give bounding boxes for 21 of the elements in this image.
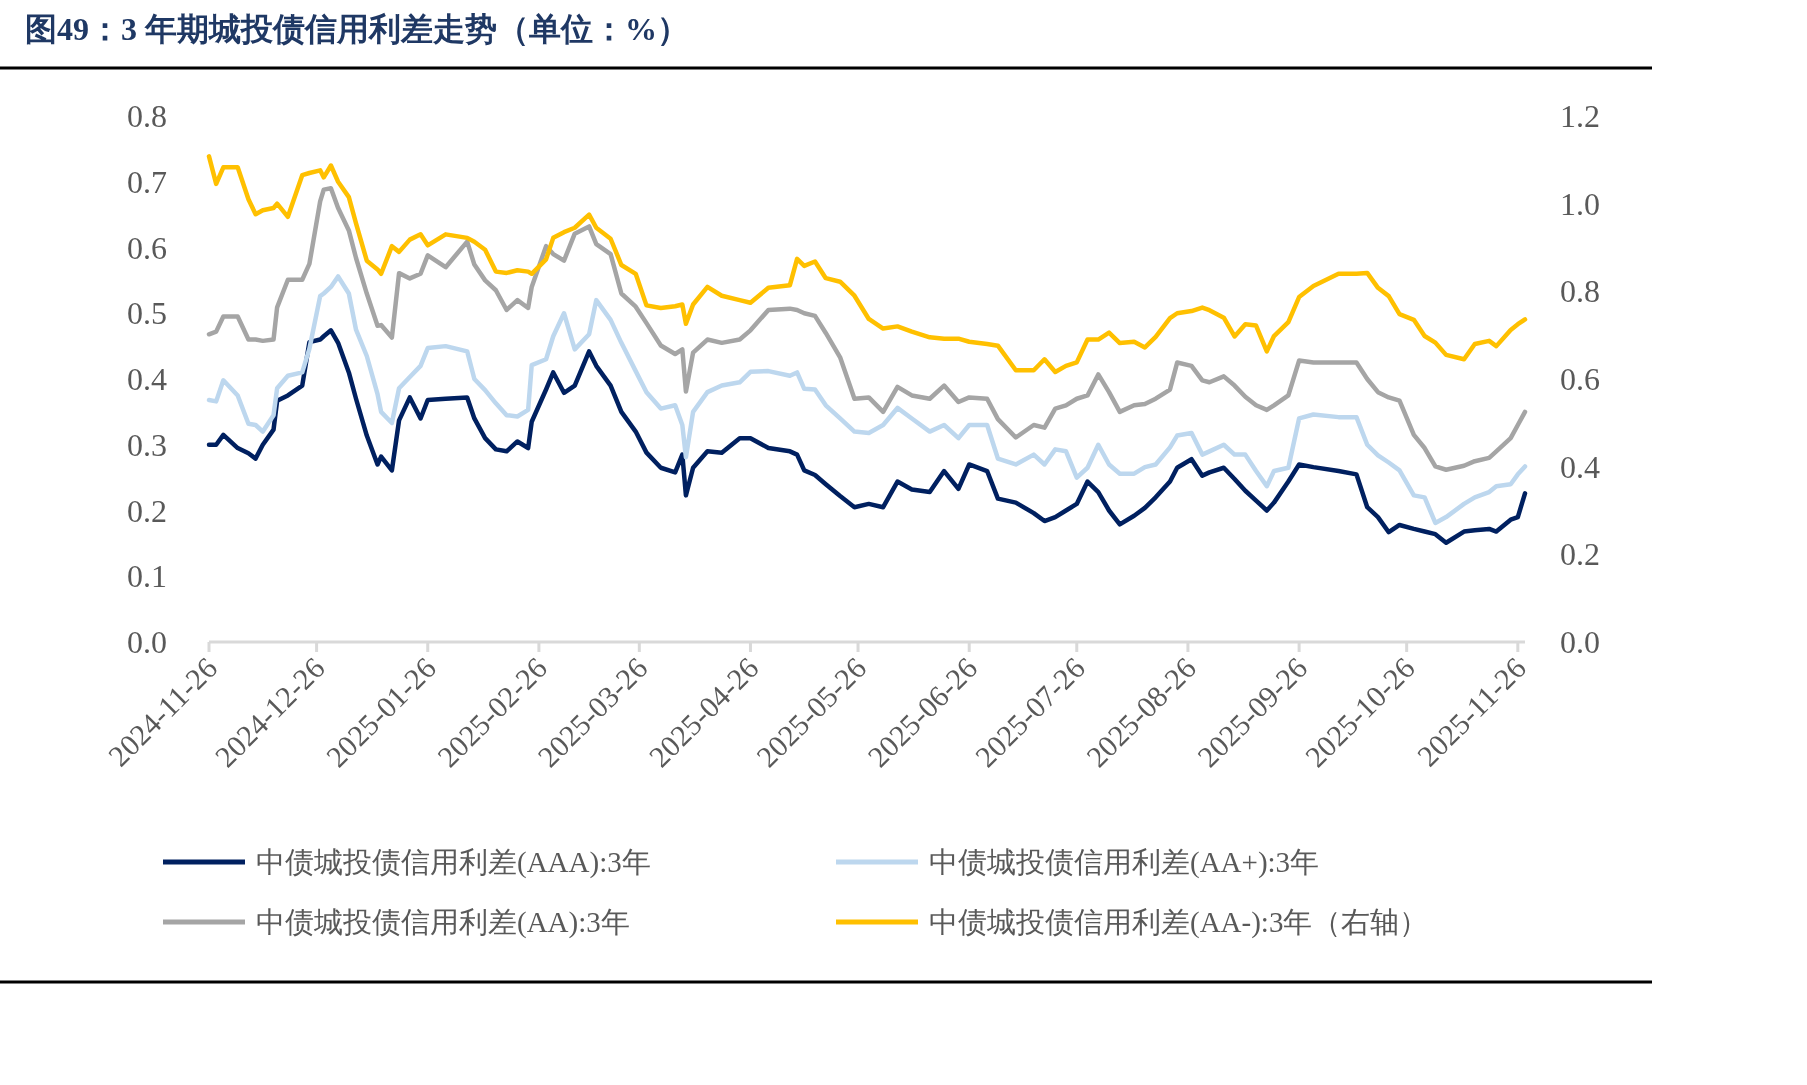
y-tick-label: 0.3 (127, 426, 167, 463)
y2-tick-label: 0.2 (1560, 536, 1600, 573)
legend-label: 中债城投债信用利差(AA):3年 (256, 906, 630, 939)
y2-tick-label: 1.2 (1560, 98, 1600, 134)
y-tick-label: 0.6 (127, 229, 167, 266)
y2-tick-label: 0.0 (1560, 624, 1600, 660)
y-tick-label: 0.7 (127, 163, 167, 200)
legend-label: 中债城投债信用利差(AA-):3年（右轴） (929, 906, 1429, 939)
y2-tick-label: 0.6 (1560, 361, 1600, 397)
y2-tick-label: 0.4 (1560, 448, 1600, 485)
y-tick-label: 0.2 (127, 492, 167, 529)
legend-label: 中债城投债信用利差(AA+):3年 (929, 846, 1320, 879)
y-tick-label: 0.5 (127, 295, 167, 332)
y2-tick-label: 0.8 (1560, 273, 1600, 310)
chart-title: 图49：3 年期城投债信用利差走势（单位：%） (25, 11, 689, 47)
legend-label: 中债城投债信用利差(AAA):3年 (256, 846, 651, 879)
y2-tick-label: 1.0 (1560, 185, 1600, 222)
y-tick-label: 0.0 (127, 624, 167, 660)
y-tick-label: 0.1 (127, 558, 167, 595)
y-tick-label: 0.8 (127, 98, 167, 134)
y-tick-label: 0.4 (127, 361, 167, 397)
